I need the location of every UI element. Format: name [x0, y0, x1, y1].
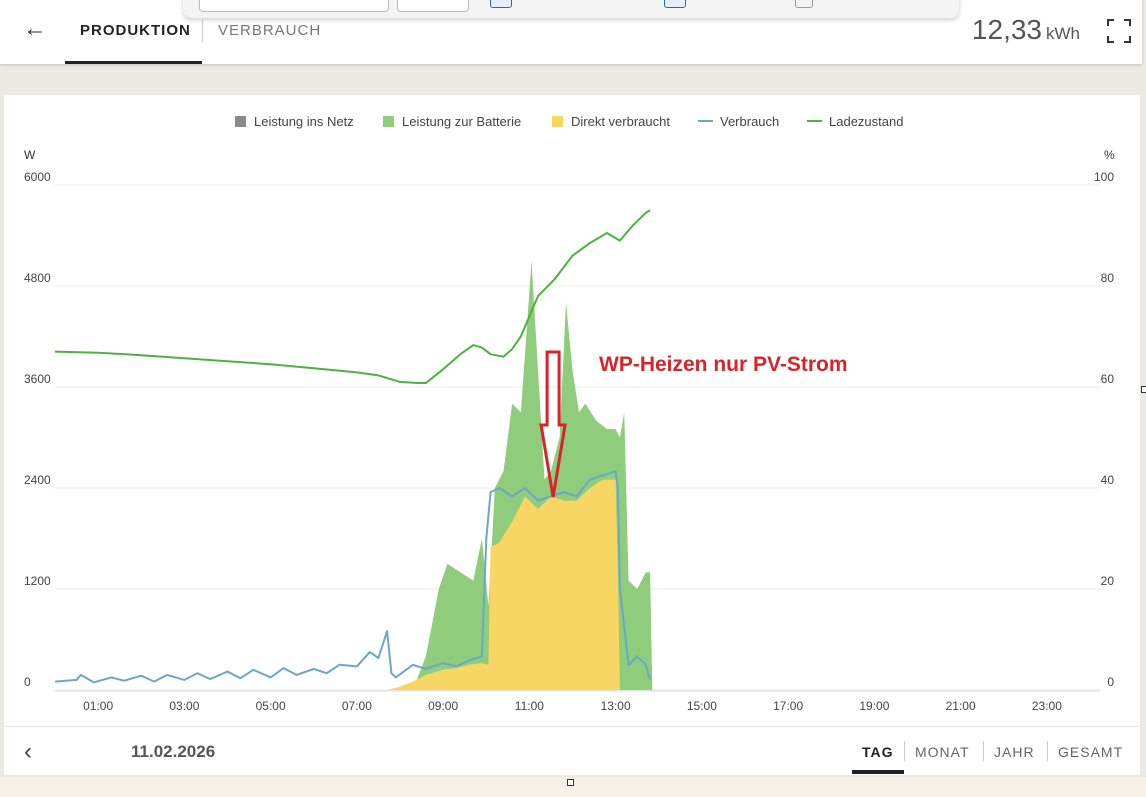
footer-divider [4, 726, 1140, 727]
energy-total: 12,33 kWh [972, 14, 1080, 46]
period-gesamt[interactable]: GESAMT [1058, 744, 1124, 760]
legend-line [807, 120, 822, 122]
tab-produktion[interactable]: PRODUKTION [80, 22, 191, 39]
legend-item-direkt[interactable]: Direkt verbraucht [552, 114, 670, 129]
x-tick-label: 11:00 [515, 699, 544, 713]
y-left-tick-label: 2400 [24, 473, 51, 487]
legend-label: Leistung zur Batterie [402, 114, 522, 129]
font-select[interactable] [199, 0, 389, 12]
y-left-tick-label: 3600 [24, 372, 51, 386]
bottom-strip [0, 777, 1146, 797]
x-tick-label: 03:00 [169, 699, 199, 713]
y-right-tick-label: 20 [1101, 574, 1115, 588]
tab-divider [202, 20, 203, 42]
x-tick-label: 21:00 [946, 699, 976, 713]
annotation-arrow-icon [539, 350, 567, 498]
y-left-unit: W [24, 148, 36, 162]
y-left-tick-label: 4800 [24, 271, 51, 285]
line-verbrauch [54, 470, 652, 684]
period-tag[interactable]: TAG [862, 744, 894, 760]
annotation-text: WP-Heizen nur PV-Strom [599, 353, 848, 376]
y-right-tick-label: 40 [1101, 473, 1115, 487]
y-right-tick-label: 60 [1101, 372, 1115, 386]
energy-value: 12,33 [971, 14, 1042, 45]
x-tick-label: 19:00 [859, 699, 889, 713]
y-left-tick-label: 0 [24, 675, 31, 689]
y-right-tick-label: 80 [1101, 271, 1115, 285]
active-period-indicator [852, 770, 904, 774]
period-divider [1047, 741, 1048, 761]
x-tick-label: 17:00 [773, 699, 803, 713]
area-direkt-verbraucht [387, 479, 620, 690]
y-right-tick-label: 0 [1107, 675, 1114, 689]
legend-swatch [383, 116, 394, 127]
floating-format-toolbar [183, 0, 959, 18]
y-left-tick-label: 1200 [24, 574, 51, 588]
legend-label: Ladezustand [829, 114, 904, 129]
align-left-icon[interactable] [664, 0, 686, 8]
tab-verbrauch[interactable]: VERBRAUCH [218, 22, 322, 39]
legend-line [698, 120, 713, 122]
period-divider [983, 741, 984, 761]
y-right-unit: % [1104, 148, 1115, 162]
legend-item-ladezustand[interactable]: Ladezustand [807, 114, 903, 129]
checkbox-icon[interactable] [795, 0, 813, 8]
legend-label: Direkt verbraucht [571, 114, 670, 129]
line-ladezustand [54, 209, 651, 384]
resize-handle[interactable] [1141, 386, 1146, 393]
chart-legend: Leistung ins Netz Leistung zur Batterie … [0, 114, 1146, 130]
legend-item-batterie[interactable]: Leistung zur Batterie [383, 114, 521, 129]
resize-handle[interactable] [567, 779, 574, 786]
period-jahr[interactable]: JAHR [994, 744, 1035, 760]
back-arrow-icon[interactable]: ← [23, 15, 47, 42]
legend-label: Leistung ins Netz [254, 114, 354, 129]
previous-day-icon[interactable]: ‹ [24, 738, 32, 765]
date-label: 11.02.2026 [131, 742, 216, 761]
x-tick-label: 13:00 [601, 699, 631, 713]
period-monat[interactable]: MONAT [915, 744, 970, 760]
legend-item-netz[interactable]: Leistung ins Netz [235, 114, 354, 129]
x-tick-label: 09:00 [428, 699, 458, 713]
fullscreen-icon[interactable] [1106, 18, 1132, 44]
y-left-tick-label: 6000 [24, 170, 51, 184]
energy-unit: kWh [1046, 24, 1080, 43]
x-tick-label: 05:00 [256, 699, 286, 713]
period-divider [904, 741, 905, 761]
x-tick-label: 01:00 [83, 699, 113, 713]
bold-icon[interactable] [490, 0, 512, 8]
legend-swatch [235, 116, 246, 127]
x-tick-label: 23:00 [1032, 699, 1062, 713]
legend-label: Verbrauch [720, 114, 780, 129]
x-tick-label: 07:00 [342, 699, 372, 713]
font-size-select[interactable] [397, 0, 469, 12]
legend-item-verbrauch[interactable]: Verbrauch [698, 114, 779, 129]
legend-swatch [552, 116, 563, 127]
x-tick-label: 15:00 [687, 699, 717, 713]
y-right-tick-label: 100 [1094, 170, 1114, 184]
active-tab-indicator [65, 61, 202, 64]
